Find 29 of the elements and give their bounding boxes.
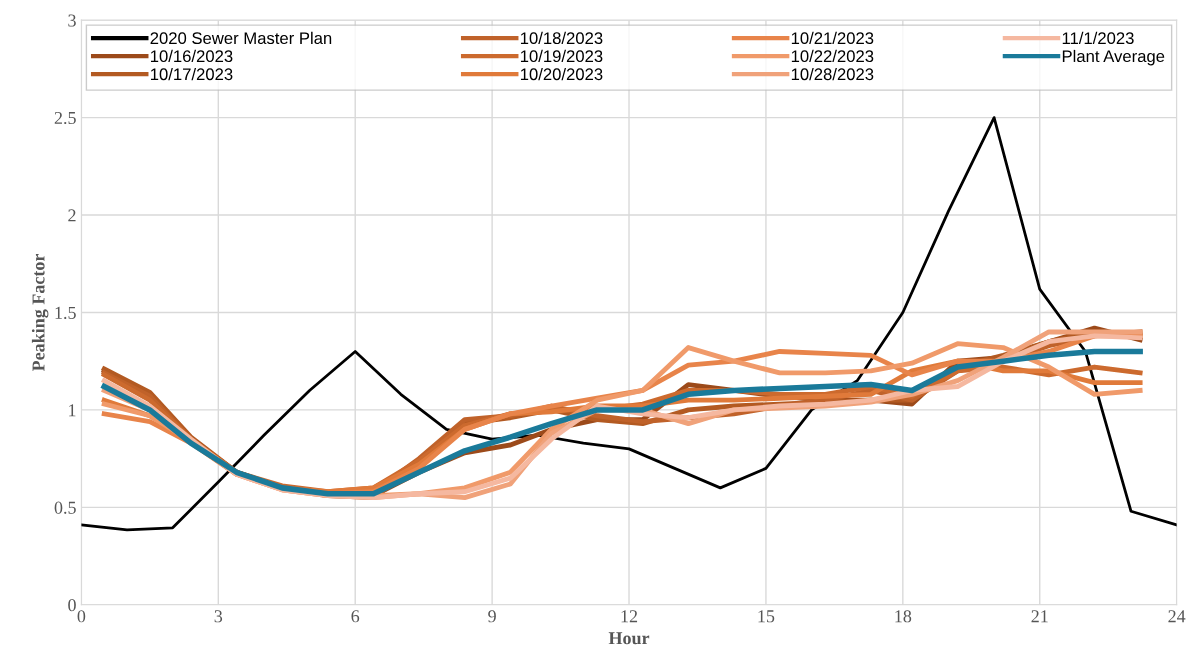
- x-tick-label: 12: [621, 610, 638, 623]
- x-axis-title: Hour: [608, 632, 650, 645]
- legend-label: 10/22/2023: [791, 49, 874, 63]
- y-tick-label: 1.5: [55, 306, 76, 319]
- x-tick-label: 18: [895, 610, 912, 623]
- y-tick-label: 0: [68, 599, 76, 612]
- legend-label: 10/20/2023: [520, 67, 603, 81]
- x-tick-label: 15: [758, 610, 775, 623]
- x-tick-label: 24: [1168, 610, 1186, 623]
- y-tick-label: 2: [68, 209, 76, 222]
- legend-label: Plant Average: [1062, 49, 1165, 66]
- legend-label: 2020 Sewer Master Plan: [150, 31, 332, 45]
- x-tick-label: 9: [488, 610, 496, 623]
- legend-label: 10/28/2023: [791, 67, 874, 81]
- legend-label: 10/17/2023: [151, 67, 233, 81]
- x-tick-label: 6: [351, 610, 360, 623]
- legend-label: 10/18/2023: [520, 31, 603, 45]
- y-axis-title: Peaking Factor: [31, 253, 49, 372]
- y-tick-label: 1: [69, 404, 76, 417]
- y-tick-label: 0.5: [54, 501, 76, 514]
- legend-label: 11/1/2023: [1062, 31, 1134, 45]
- x-tick-label: 0: [77, 610, 86, 623]
- legend-label: 10/19/2023: [520, 49, 603, 63]
- x-tick-label: 21: [1031, 610, 1048, 623]
- y-tick-label: 3: [68, 14, 76, 27]
- x-tick-label: 3: [214, 610, 223, 623]
- legend-label: 10/21/2023: [791, 31, 874, 45]
- legend-label: 10/16/2023: [151, 49, 233, 63]
- y-tick-label: 2.5: [54, 111, 76, 125]
